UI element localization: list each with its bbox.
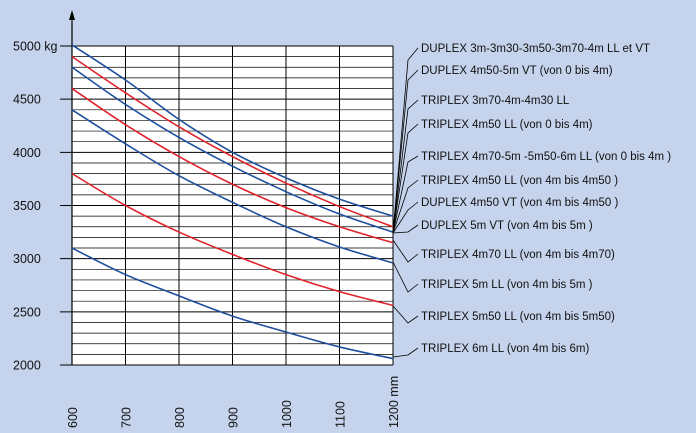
legend-leader-line (392, 239, 419, 263)
legend-label: TRIPLEX 4m50 LL (von 0 bis 4m) (421, 119, 593, 131)
x-tick-label: 1100 (334, 401, 348, 428)
y-tick-label: 3500 (13, 199, 41, 213)
x-tick-label: 800 (173, 407, 187, 428)
legend-label: DUPLEX 4m50 VT (von 4m bis 4m50 ) (421, 197, 618, 209)
legend-label: DUPLEX 3m-3m30-3m50-3m70-4m LL et VT (421, 43, 650, 55)
legend-label: TRIPLEX 4m50 LL (von 4m bis 4m50 ) (421, 175, 618, 187)
legend-leader-line (392, 179, 419, 234)
legend-label: TRIPLEX 5m LL (von 4m bis 5m ) (421, 279, 593, 291)
x-tick-label: 900 (227, 407, 241, 428)
series-line (71, 55, 394, 228)
legend-label: TRIPLEX 4m70 LL (von 4m bis 4m70) (421, 249, 615, 261)
y-tick-label: 2500 (13, 305, 41, 319)
y-tick-label: 5000 kg (13, 40, 58, 54)
legend-leader-line (392, 69, 419, 234)
legend-leader-line (392, 224, 419, 234)
legend-label: TRIPLEX 4m70-5m -5m50-6m LL (von 0 bis 4… (421, 151, 671, 163)
y-tick-label: 3000 (13, 252, 41, 266)
legend-leader-line (392, 99, 419, 234)
legend-label: TRIPLEX 5m50 LL (von 4m bis 5m50) (421, 311, 615, 323)
legend-label: TRIPLEX 6m LL (von 4m bis 6m) (421, 343, 589, 355)
series-line (71, 87, 394, 244)
x-tick-label: 600 (66, 407, 80, 428)
legend-leader-line (392, 155, 419, 234)
y-tick-label: 4500 (13, 93, 41, 107)
legend-leader-line (392, 305, 419, 324)
series-line (71, 109, 394, 264)
series-line (71, 247, 394, 360)
legend-leader-line (392, 123, 419, 234)
series-line (71, 66, 394, 233)
series-line (71, 44, 394, 217)
series-line (71, 172, 394, 307)
y-tick-label: 4000 (13, 146, 41, 160)
legend-label: DUPLEX 4m50-5m VT (von 0 bis 4m) (421, 65, 613, 77)
legend-leader-line (392, 47, 419, 234)
y-axis-arrow (69, 10, 75, 20)
x-tick-label: 1000 (280, 400, 294, 428)
x-tick-label: 1200 mm (387, 376, 401, 428)
x-tick-label: 700 (120, 407, 134, 428)
legend-label: TRIPLEX 3m70-4m-4m30 LL (421, 95, 570, 107)
legend-leader-line (392, 261, 419, 293)
legend-label: DUPLEX 5m VT (von 4m bis 5m ) (421, 220, 593, 232)
legend-leader-line (392, 201, 419, 234)
y-tick-label: 2000 (13, 359, 41, 373)
legend-leader-line (392, 347, 419, 358)
